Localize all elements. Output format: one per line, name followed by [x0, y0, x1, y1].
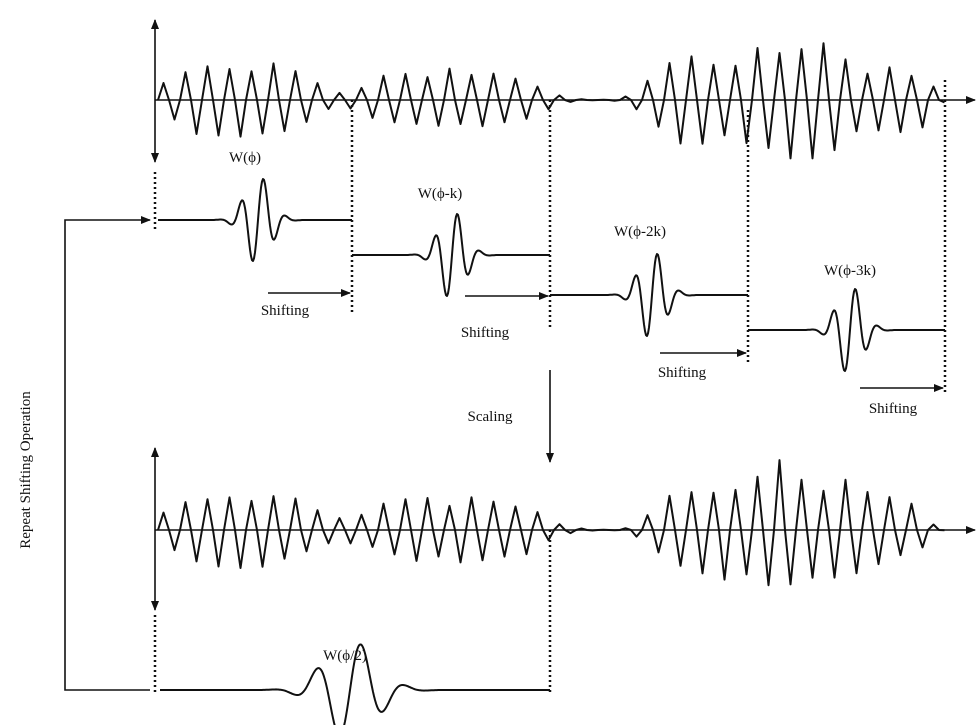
- shift-label: Shifting: [461, 325, 510, 341]
- shift-label: Shifting: [869, 401, 918, 417]
- loop-arrow: [64, 216, 151, 691]
- signal: [157, 459, 945, 587]
- signal: [157, 42, 945, 160]
- wavelet-label: W(ϕ/2): [323, 648, 367, 664]
- wavelet: [748, 288, 945, 372]
- side-label: Repeat Shifting Operation: [18, 391, 34, 549]
- wavelet-label: W(ϕ-k): [418, 186, 463, 202]
- scale-label: Scaling: [468, 409, 513, 425]
- shift-label: Shifting: [658, 365, 707, 381]
- shift-label: Shifting: [261, 303, 310, 319]
- wavelet: [352, 213, 550, 297]
- wavelet: [550, 253, 748, 337]
- wavelet: [160, 643, 550, 725]
- wavelet-label: W(ϕ-3k): [824, 263, 876, 279]
- wavelet: [158, 178, 352, 262]
- wavelet-label: W(ϕ-2k): [614, 224, 666, 240]
- wavelet-label: W(ϕ): [229, 150, 261, 166]
